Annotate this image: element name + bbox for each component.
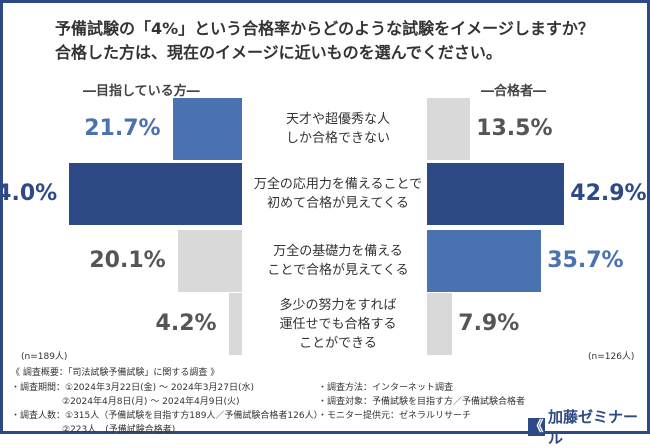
category-line: ことで合格が見えてくる — [267, 263, 409, 278]
category-label: 多少の努力をすれば 運任せでも合格する ことができる — [248, 293, 428, 355]
bar-left — [228, 293, 242, 355]
bar-right — [427, 293, 453, 355]
category-line: 多少の努力をすれば — [279, 297, 397, 313]
category-line: 万全の基礎力を備える — [273, 244, 403, 259]
notes-method: ・調査方法：インターネット調査 — [318, 383, 454, 393]
value-label-right: 13.5% — [476, 116, 553, 141]
notes-people2: ②223人 (予備試験合格者) — [62, 425, 176, 435]
value-label-right: 42.9% — [570, 181, 647, 206]
n-left: (n=189人) — [21, 352, 68, 362]
category-label: 万全の基礎力を備える ことで合格が見えてくる — [248, 230, 428, 292]
value-label-right: 7.9% — [458, 311, 520, 336]
bar-left — [172, 98, 242, 160]
notes-target: ・調査対象：予備試験を目指す方／予備試験合格者 — [318, 397, 526, 407]
notes-period1: ・調査期間：①2024年3月22日(金) ～ 2024年3月27日(水) — [11, 383, 255, 393]
value-label-left: 4.2% — [155, 311, 217, 336]
category-label: 万全の応用力を備えることで 初めて合格が見えてくる — [248, 163, 428, 225]
notes-header: 《 調査概要：「司法試験予備試験」に関する調査 》 — [11, 368, 220, 378]
bar-right — [427, 163, 565, 225]
chart-title-line1: 予備試験の「4%」という合格率からどのような試験をイメージしますか？ — [55, 19, 594, 38]
chart-title-line2: 合格した方は、現在のイメージに近いものを選んでください。 — [55, 43, 502, 62]
value-label-left: 54.0% — [0, 181, 58, 206]
bar-left — [69, 163, 242, 225]
bar-right — [427, 98, 471, 160]
category-line: 運任せでも合格する — [279, 316, 397, 332]
category-line: ことができる — [299, 335, 377, 351]
category-label: 天才や超優秀な人 しか合格できない — [248, 98, 428, 160]
notes-period2: ②2024年4月8日(月) ～ 2024年4月9日(火) — [62, 397, 240, 407]
value-label-left: 20.1% — [89, 248, 166, 273]
category-line: 天才や超優秀な人 — [285, 112, 390, 127]
value-label-right: 35.7% — [547, 248, 624, 273]
legend-left: ―目指している方― — [83, 84, 200, 99]
notes-provider: ・モニター提供元：ゼネラルリサーチ — [318, 411, 472, 421]
legend-right: ―合格者― — [481, 84, 547, 99]
notes-people1: ・調査人数：①315人（予備試験を目指す方189人／予備試験合格者126人） — [11, 411, 323, 421]
category-line: しか合格できない — [285, 131, 390, 146]
bar-right — [427, 230, 542, 292]
bar-left — [177, 230, 242, 292]
logo: 《加藤ゼミナール — [528, 406, 647, 448]
value-label-left: 21.7% — [84, 116, 161, 141]
n-right: (n=126人) — [588, 352, 635, 362]
logo-text: 加藤ゼミナール — [547, 408, 638, 447]
category-line: 初めて合格が見えてくる — [267, 196, 409, 211]
category-line: 万全の応用力を備えることで — [253, 177, 423, 192]
logo-mark-icon: 《 — [528, 418, 545, 436]
